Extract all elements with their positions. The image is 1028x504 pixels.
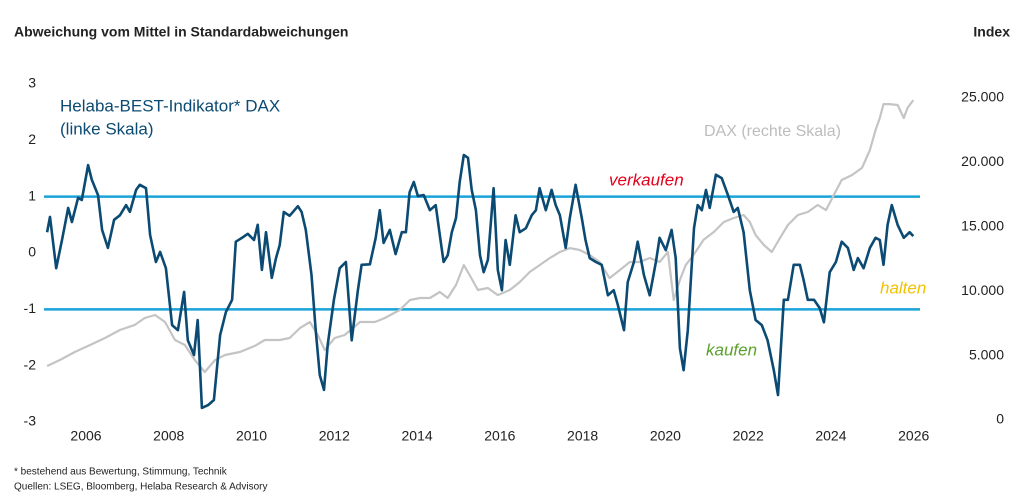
annotation: halten: [880, 278, 926, 297]
x-tick-label: 2024: [815, 428, 846, 444]
y2-tick-label: 20.000: [961, 153, 1004, 169]
y2-tick-label: 5.000: [969, 346, 1004, 362]
x-tick-label: 2018: [567, 428, 598, 444]
y2-tick-label: 0: [996, 411, 1004, 427]
footnote: Quellen: LSEG, Bloomberg, Helaba Researc…: [14, 482, 267, 493]
data-line: [46, 99, 915, 374]
y2-axis-label: Index: [973, 24, 1010, 40]
x-tick-label: 2014: [402, 428, 433, 444]
x-tick-label: 2016: [484, 428, 515, 444]
footnote: * bestehend aus Bewertung, Stimmung, Tec…: [14, 467, 228, 478]
legend-label: Helaba-BEST-Indikator* DAX: [60, 96, 280, 115]
x-tick-label: 2020: [650, 428, 681, 444]
x-tick-label: 2006: [70, 428, 101, 444]
legend-note: (linke Skala): [60, 119, 154, 138]
x-tick-label: 2010: [236, 428, 267, 444]
annotation: kaufen: [706, 340, 757, 359]
y-tick-label: 0: [28, 244, 36, 260]
y-tick-label: -2: [24, 356, 37, 372]
x-tick-label: 2022: [733, 428, 764, 444]
legend-label: DAX (rechte Skala): [704, 123, 841, 140]
x-tick-label: 2008: [153, 428, 184, 444]
annotation: verkaufen: [609, 170, 684, 189]
x-tick-label: 2012: [319, 428, 350, 444]
data-line: [45, 153, 915, 410]
y2-tick-label: 15.000: [961, 218, 1004, 234]
y-tick-label: 1: [28, 187, 36, 203]
y-tick-label: 2: [28, 131, 36, 147]
chart-title: Abweichung vom Mittel in Standardabweich…: [14, 24, 348, 40]
y-tick-label: -3: [24, 413, 37, 429]
y-tick-label: 3: [28, 75, 36, 91]
y2-tick-label: 25.000: [961, 89, 1004, 105]
x-tick-label: 2026: [898, 428, 929, 444]
y-tick-label: -1: [24, 300, 37, 316]
y2-tick-label: 10.000: [961, 282, 1004, 298]
